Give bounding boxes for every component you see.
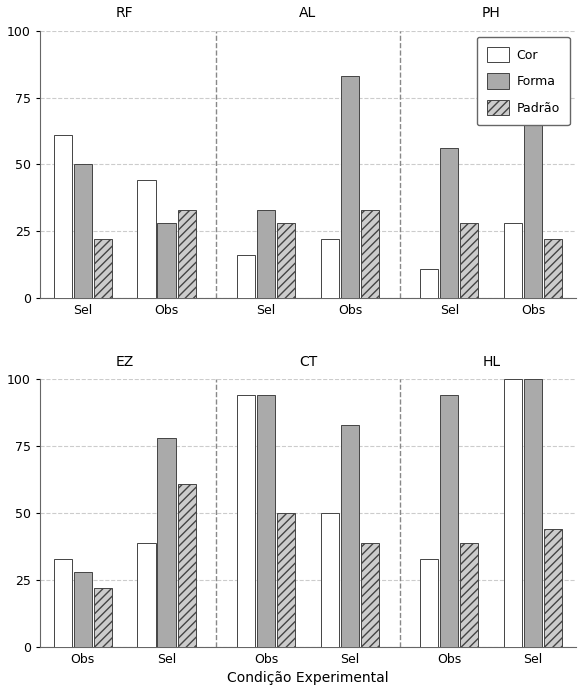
Bar bbox=[420, 268, 438, 298]
Bar bbox=[178, 484, 196, 647]
Bar bbox=[237, 395, 255, 647]
Bar bbox=[54, 558, 72, 647]
Bar bbox=[361, 543, 379, 647]
Bar bbox=[157, 224, 175, 298]
Bar bbox=[504, 379, 522, 647]
Bar bbox=[157, 438, 175, 647]
Bar bbox=[257, 395, 275, 647]
Bar bbox=[257, 210, 275, 298]
Bar bbox=[524, 46, 542, 298]
Bar bbox=[341, 76, 359, 298]
Bar bbox=[321, 239, 339, 298]
Bar bbox=[361, 210, 379, 298]
Bar bbox=[237, 255, 255, 298]
Bar bbox=[321, 513, 339, 647]
Text: RF: RF bbox=[116, 6, 134, 20]
Text: AL: AL bbox=[299, 6, 317, 20]
Text: HL: HL bbox=[482, 355, 500, 369]
Bar bbox=[54, 135, 72, 298]
Bar bbox=[277, 224, 295, 298]
Bar bbox=[440, 148, 458, 298]
Bar bbox=[73, 572, 92, 647]
Bar bbox=[504, 224, 522, 298]
Bar bbox=[440, 395, 458, 647]
Bar bbox=[341, 425, 359, 647]
Bar bbox=[94, 588, 112, 647]
Legend: Cor, Forma, Padrão: Cor, Forma, Padrão bbox=[476, 37, 570, 125]
Bar bbox=[138, 181, 156, 298]
Bar bbox=[138, 543, 156, 647]
Bar bbox=[277, 513, 295, 647]
Bar bbox=[94, 239, 112, 298]
Bar bbox=[544, 529, 563, 647]
Text: PH: PH bbox=[482, 6, 501, 20]
Text: CT: CT bbox=[299, 355, 317, 369]
Bar bbox=[544, 239, 563, 298]
Bar bbox=[178, 210, 196, 298]
Bar bbox=[524, 379, 542, 647]
Bar bbox=[420, 558, 438, 647]
Bar bbox=[460, 543, 479, 647]
Text: EZ: EZ bbox=[115, 355, 134, 369]
X-axis label: Condição Experimental: Condição Experimental bbox=[227, 671, 389, 685]
Bar bbox=[73, 165, 92, 298]
Bar bbox=[460, 224, 479, 298]
